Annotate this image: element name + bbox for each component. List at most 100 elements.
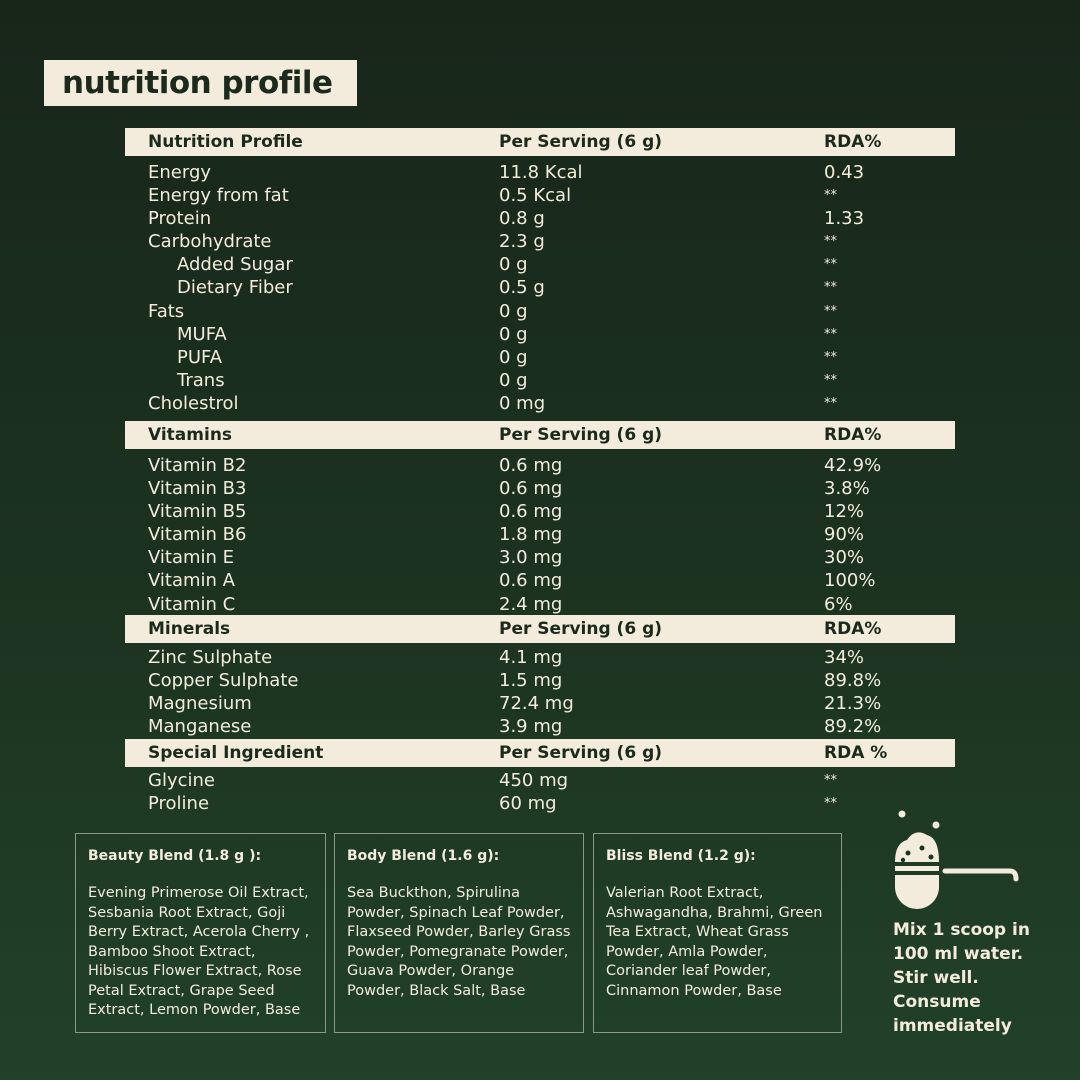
per-serving-value: 0.5 Kcal	[499, 185, 572, 207]
nutrient-name: Added Sugar	[177, 254, 293, 276]
rda-value: **	[824, 773, 837, 788]
per-serving-value: 3.9 mg	[499, 716, 563, 738]
rda-value: 30%	[824, 547, 865, 569]
nutrient-name: Vitamin B6	[148, 524, 247, 546]
per-serving-value: 0 mg	[499, 392, 546, 414]
per-serving-value: 60 mg	[499, 793, 557, 815]
nutrient-name: Manganese	[148, 716, 252, 738]
header-cell: Nutrition Profile	[148, 132, 303, 152]
blend-title: Body Blend (1.6 g):	[347, 848, 500, 864]
table-row: Added Sugar 0 g **	[125, 253, 955, 276]
rda-value: 34%	[824, 647, 865, 668]
nutrient-name: MUFA	[177, 323, 227, 345]
per-serving-value: 450 mg	[499, 770, 569, 791]
table-row: Protein 0.8 g 1.33	[125, 207, 955, 230]
rda-value: **	[824, 257, 837, 273]
header-cell: RDA%	[824, 132, 882, 152]
table-row: Vitamin E 3.0 mg 30%	[125, 546, 955, 569]
per-serving-value: 4.1 mg	[499, 647, 563, 668]
nutrient-name: Vitamin B5	[148, 501, 247, 523]
section-header: Special Ingredient Per Serving (6 g) RDA %	[125, 739, 955, 767]
nutrient-name: PUFA	[177, 346, 223, 368]
per-serving-value: 0.6 mg	[499, 570, 563, 592]
table-row: Vitamin B2 0.6 mg 42.9%	[125, 454, 955, 477]
per-serving-value: 11.8 Kcal	[499, 162, 583, 183]
nutrient-name: Vitamin A	[148, 570, 235, 592]
nutrient-name: Energy from fat	[148, 185, 289, 207]
table-row: Vitamin C 2.4 mg 6%	[125, 593, 955, 616]
rda-value: **	[824, 234, 837, 250]
per-serving-value: 3.0 mg	[499, 547, 563, 569]
nutrient-name: Fats	[148, 300, 185, 322]
rda-value: **	[824, 280, 837, 296]
nutrient-name: Dietary Fiber	[177, 277, 293, 299]
per-serving-value: 0.6 mg	[499, 478, 563, 500]
per-serving-value: 2.3 g	[499, 231, 545, 253]
rda-value: **	[824, 188, 837, 204]
table-row: Copper Sulphate 1.5 mg 89.8%	[125, 669, 955, 692]
nutrient-name: Vitamin C	[148, 593, 236, 615]
page-title: nutrition profile	[44, 60, 357, 106]
instruction-line: 100 ml water.	[893, 944, 1024, 964]
header-cell: Per Serving (6 g)	[499, 743, 663, 763]
nutrient-name: Vitamin B2	[148, 455, 247, 476]
nutrient-name: Vitamin B3	[148, 478, 247, 500]
section-header: Vitamins Per Serving (6 g) RDA%	[125, 421, 955, 449]
nutrient-name: Carbohydrate	[148, 231, 272, 253]
per-serving-value: 0.5 g	[499, 277, 545, 299]
per-serving-value: 0.6 mg	[499, 501, 563, 523]
table-row: Proline 60 mg **	[125, 792, 955, 815]
per-serving-value: 0 g	[499, 346, 528, 368]
per-serving-value: 1.8 mg	[499, 524, 563, 546]
table-row: Carbohydrate 2.3 g **	[125, 230, 955, 253]
rda-value: 0.43	[824, 162, 865, 183]
rda-value: 89.2%	[824, 716, 882, 738]
usage-instructions: Mix 1 scoop in 100 ml water. Stir well. …	[893, 918, 1030, 1038]
table-row: Energy from fat 0.5 Kcal **	[125, 184, 955, 207]
beauty-blend-box: Beauty Blend (1.8 g ): Evening Primerose…	[75, 833, 326, 1033]
body-blend-box: Body Blend (1.6 g): Sea Buckthon, Spirul…	[334, 833, 584, 1033]
rda-value: **	[824, 349, 837, 365]
nutrition-profile-section: Nutrition Profile Per Serving (6 g) RDA% En…	[125, 128, 955, 414]
blend-ingredients: Evening Primerose Oil Extract, Sesbania …	[88, 885, 310, 1018]
nutrient-name: Trans	[177, 369, 225, 391]
header-cell: Vitamins	[148, 425, 233, 445]
header-cell: Special Ingredient	[148, 743, 324, 763]
rda-value: 12%	[824, 501, 865, 523]
rda-value: **	[824, 326, 837, 342]
per-serving-value: 0.8 g	[499, 208, 545, 230]
table-row: MUFA 0 g **	[125, 323, 955, 346]
special-ingredient-section: Special Ingredient Per Serving (6 g) RDA %…	[125, 739, 955, 814]
rda-value: **	[824, 303, 837, 319]
rda-value: 6%	[824, 593, 853, 615]
table-row: Vitamin B6 1.8 mg 90%	[125, 523, 955, 546]
table-row: Fats 0 g **	[125, 300, 955, 323]
table-row: Glycine 450 mg **	[125, 769, 955, 792]
nutrient-name: Proline	[148, 793, 210, 815]
header-cell: Per Serving (6 g)	[499, 619, 663, 639]
section-header: Nutrition Profile Per Serving (6 g) RDA%	[125, 128, 955, 156]
header-cell: Minerals	[148, 619, 231, 639]
table-row: Vitamin A 0.6 mg 100%	[125, 569, 955, 592]
instruction-line: Consume	[893, 992, 981, 1012]
nutrient-name: Cholestrol	[148, 392, 239, 414]
rda-value: 1.33	[824, 208, 865, 230]
rda-value: 90%	[824, 524, 865, 546]
bliss-blend-box: Bliss Blend (1.2 g): Valerian Root Extra…	[593, 833, 842, 1033]
per-serving-value: 0 g	[499, 254, 528, 276]
instruction-line: immediately	[893, 1016, 1012, 1036]
rda-value: **	[824, 796, 837, 812]
rda-value: 89.8%	[824, 670, 882, 692]
rda-value: 42.9%	[824, 455, 882, 476]
table-row: Magnesium 72.4 mg 21.3%	[125, 692, 955, 715]
instruction-line: Mix 1 scoop in	[893, 920, 1030, 940]
rda-value: 21.3%	[824, 693, 882, 715]
header-cell: RDA%	[824, 425, 882, 445]
instruction-line: Stir well.	[893, 968, 979, 988]
table-row: Trans 0 g **	[125, 369, 955, 392]
table-row: Dietary Fiber 0.5 g **	[125, 276, 955, 299]
rda-value: 3.8%	[824, 478, 870, 500]
header-cell: RDA %	[824, 743, 888, 763]
per-serving-value: 0.6 mg	[499, 455, 563, 476]
scoop-icon	[895, 810, 1019, 909]
